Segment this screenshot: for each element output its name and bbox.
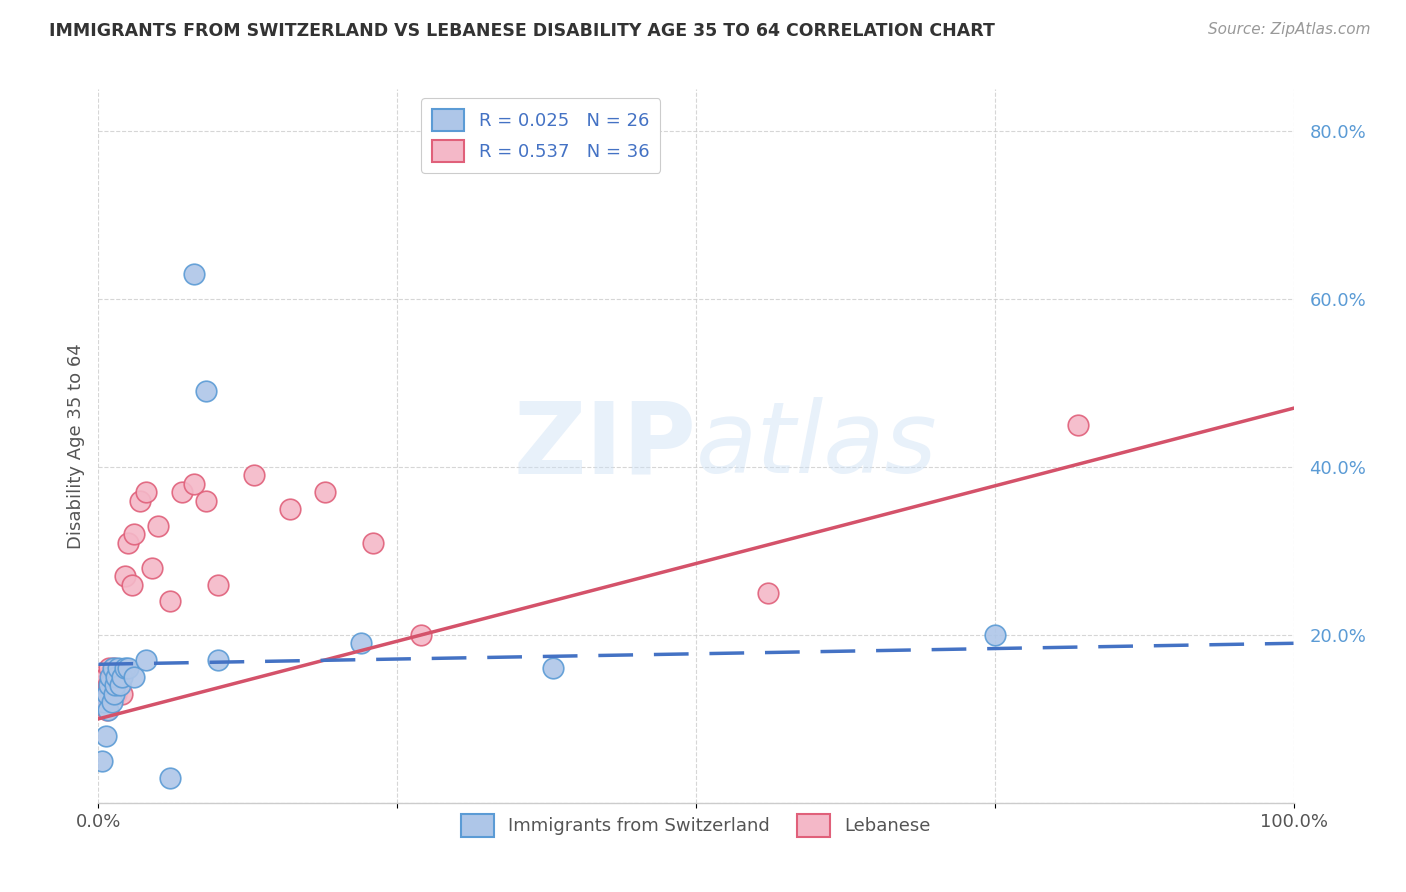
Point	[124, 527, 146, 541]
Point	[103, 661, 125, 675]
Point	[98, 678, 121, 692]
Point	[172, 485, 194, 500]
Y-axis label: Disability Age 35 to 64: Disability Age 35 to 64	[66, 343, 84, 549]
Point	[195, 493, 218, 508]
Point	[107, 661, 129, 675]
Point	[363, 535, 385, 549]
Point	[91, 678, 114, 692]
Point	[135, 485, 157, 500]
Point	[148, 518, 170, 533]
Point	[111, 687, 134, 701]
Point	[183, 267, 205, 281]
Point	[100, 695, 122, 709]
Point	[91, 695, 114, 709]
Point	[100, 670, 122, 684]
Point	[96, 703, 118, 717]
Point	[114, 661, 136, 675]
Point	[411, 628, 433, 642]
Point	[93, 695, 115, 709]
Point	[97, 703, 120, 717]
Point	[121, 577, 143, 591]
Point	[541, 661, 564, 675]
Point	[94, 670, 117, 684]
Point	[105, 670, 128, 684]
Point	[207, 577, 229, 591]
Point	[129, 493, 152, 508]
Point	[96, 687, 118, 701]
Point	[98, 661, 121, 675]
Point	[1067, 417, 1090, 432]
Point	[108, 678, 131, 692]
Point	[91, 754, 114, 768]
Text: atlas: atlas	[696, 398, 938, 494]
Point	[135, 653, 157, 667]
Point	[195, 384, 218, 399]
Point	[98, 687, 122, 701]
Point	[94, 729, 117, 743]
Point	[107, 670, 129, 684]
Point	[101, 661, 124, 675]
Point	[98, 670, 122, 684]
Point	[104, 670, 127, 684]
Point	[101, 678, 124, 692]
Point	[93, 687, 115, 701]
Point	[124, 670, 146, 684]
Text: ZIP: ZIP	[513, 398, 696, 494]
Point	[117, 661, 139, 675]
Point	[117, 535, 139, 549]
Point	[159, 594, 181, 608]
Point	[315, 485, 337, 500]
Point	[108, 678, 131, 692]
Point	[984, 628, 1007, 642]
Point	[350, 636, 373, 650]
Point	[114, 569, 136, 583]
Point	[278, 502, 301, 516]
Point	[111, 670, 134, 684]
Point	[159, 771, 181, 785]
Point	[207, 653, 229, 667]
Point	[243, 468, 266, 483]
Legend: Immigrants from Switzerland, Lebanese: Immigrants from Switzerland, Lebanese	[454, 807, 938, 844]
Text: IMMIGRANTS FROM SWITZERLAND VS LEBANESE DISABILITY AGE 35 TO 64 CORRELATION CHAR: IMMIGRANTS FROM SWITZERLAND VS LEBANESE …	[49, 22, 995, 40]
Point	[141, 560, 163, 574]
Point	[97, 678, 120, 692]
Point	[183, 476, 205, 491]
Point	[756, 586, 779, 600]
Point	[103, 687, 125, 701]
Point	[104, 678, 127, 692]
Point	[105, 687, 128, 701]
Text: Source: ZipAtlas.com: Source: ZipAtlas.com	[1208, 22, 1371, 37]
